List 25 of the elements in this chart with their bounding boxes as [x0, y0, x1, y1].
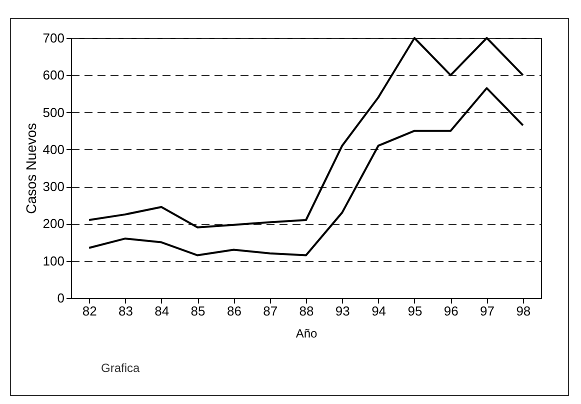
y-tick-label: 300	[42, 179, 64, 194]
x-tick-label: 87	[263, 304, 278, 318]
y-tick-label: 600	[42, 68, 64, 83]
x-axis-title: Año	[296, 326, 318, 340]
y-tick-label: 0	[57, 290, 64, 306]
x-tick-label: 96	[444, 304, 458, 318]
text: Grafica	[101, 361, 140, 375]
y-tick-label: 500	[42, 104, 64, 120]
x-tick-label: 97	[480, 304, 495, 318]
x-tick-label: 94	[372, 304, 386, 318]
y-axis-title: Casos Nuevos	[22, 122, 39, 214]
x-tick-label: 88	[299, 304, 314, 318]
x-tick-label: 93	[335, 304, 350, 318]
x-tick-label: 84	[154, 304, 170, 318]
x-tick-label: 95	[408, 304, 422, 318]
line-series	[88, 87, 524, 256]
x-tick-label: 85	[190, 304, 206, 318]
y-tick-label: 400	[42, 142, 64, 157]
x-tick-label: 98	[516, 304, 531, 318]
y-tick-label: 200	[42, 216, 64, 232]
y-tick-label: 700	[42, 30, 64, 46]
x-tick-label: 83	[118, 304, 133, 318]
y-tick-label: 100	[42, 253, 64, 268]
x-tick-label: 86	[226, 304, 242, 318]
x-tick-label: 82	[82, 304, 97, 318]
